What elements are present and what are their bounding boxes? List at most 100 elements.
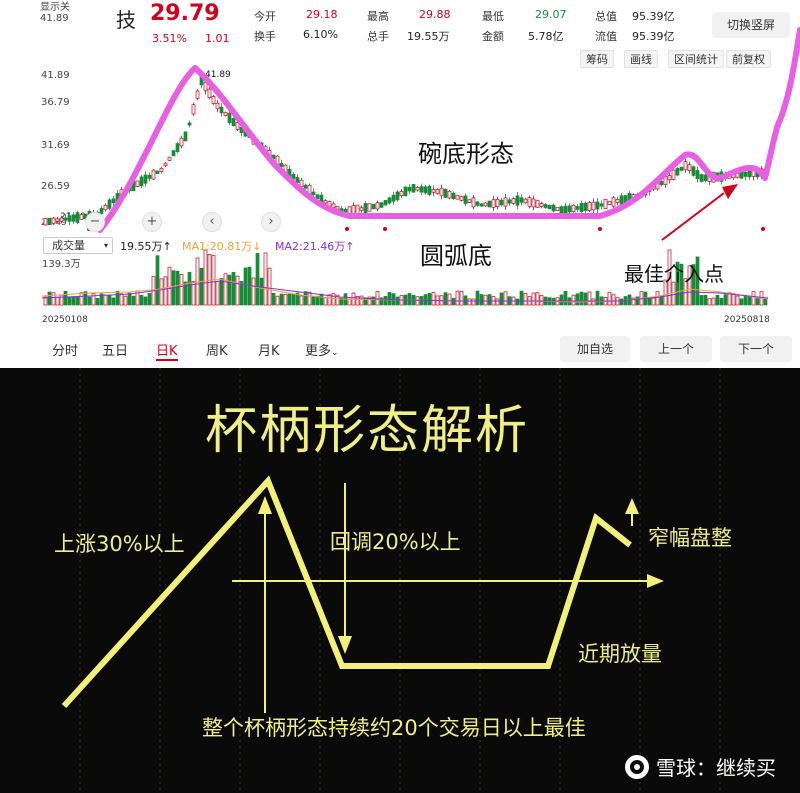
- duration-label: 整个杯柄形态持续约20个交易日以上最佳: [202, 716, 586, 740]
- tab-more[interactable]: 更多⌄: [305, 340, 339, 359]
- volume-bar: [111, 297, 116, 306]
- volume-bar: [219, 277, 224, 306]
- candle-body: [683, 161, 688, 171]
- candle-body: [399, 191, 404, 197]
- candle-body: [539, 203, 544, 207]
- candle-body: [551, 204, 556, 212]
- next-stock-button[interactable]: 下一个: [720, 336, 792, 362]
- volume-bar: [155, 255, 160, 306]
- stat-float-cap-label: 流值: [595, 30, 617, 43]
- volume-bar: [203, 249, 208, 306]
- volume-bar: [295, 292, 300, 306]
- volume-bar: [479, 294, 484, 306]
- range-stats-button[interactable]: 区间统计: [668, 50, 724, 68]
- plus-icon[interactable]: +: [142, 212, 162, 232]
- candle-body: [511, 198, 516, 204]
- candle-body: [519, 197, 524, 203]
- minus-icon[interactable]: −: [85, 212, 105, 232]
- candle-body: [579, 202, 584, 213]
- stat-low-value: 29.07: [535, 8, 567, 21]
- candle-body: [371, 203, 376, 210]
- candle-body: [427, 185, 432, 195]
- volume-bar: [51, 292, 56, 306]
- candle-body: [395, 191, 400, 201]
- prev-stock-button[interactable]: 上一个: [640, 336, 712, 362]
- volume-bar: [347, 298, 352, 306]
- volume-bar: [251, 277, 256, 306]
- tab-daily-k[interactable]: 日K: [156, 340, 178, 361]
- stat-volume-label: 总手: [367, 30, 389, 43]
- indicator-select[interactable]: 成交量 ▾: [43, 237, 113, 254]
- candle-body: [523, 198, 528, 204]
- candle-body: [447, 190, 452, 199]
- change-percent: 3.51%: [152, 32, 187, 45]
- candle-body: [667, 175, 672, 181]
- volume-bar: [355, 296, 360, 306]
- candle-body: [559, 206, 564, 214]
- volume-bar: [455, 290, 460, 306]
- volume-bar: [587, 291, 592, 306]
- pullback-label: 回调20%以上: [330, 530, 461, 554]
- price-tick-4: 26.59: [41, 181, 70, 192]
- candle-body: [43, 218, 48, 226]
- kline-chart[interactable]: [0, 0, 800, 368]
- volume-bar: [279, 293, 284, 306]
- tab-intraday[interactable]: 分时: [52, 344, 79, 359]
- candle-body: [483, 202, 488, 207]
- switch-portrait-button[interactable]: 切换竖屏: [712, 12, 790, 38]
- entry-annotation: 最佳介入点: [624, 262, 724, 286]
- volume-bar: [655, 291, 660, 306]
- volume-bar: [471, 298, 476, 306]
- volume-bar: [123, 295, 128, 306]
- candle-body: [671, 169, 676, 180]
- volume-bar: [147, 293, 152, 306]
- candle-body: [303, 184, 308, 189]
- candle-body: [491, 199, 496, 208]
- volume-bar: [667, 249, 672, 306]
- corner-price: 41.89: [40, 13, 69, 24]
- candle-body: [195, 90, 200, 99]
- chips-button[interactable]: 筹码: [580, 50, 614, 68]
- candle-body: [231, 118, 236, 126]
- volume-bar: [499, 292, 504, 306]
- volume-bar: [375, 291, 380, 306]
- add-watchlist-button[interactable]: 加自选: [560, 336, 630, 362]
- candle-body: [699, 174, 704, 182]
- volume-bar: [427, 293, 432, 306]
- candle-body: [143, 174, 148, 184]
- volume-bar: [127, 292, 132, 306]
- candle-body: [611, 197, 616, 207]
- bowl-highlight-curve: [97, 27, 800, 233]
- candle-body: [63, 217, 68, 221]
- chevron-right-icon[interactable]: ›: [261, 212, 281, 232]
- volume-bar: [235, 275, 240, 306]
- consolidation-label: 窄幅盘整: [648, 526, 732, 550]
- draw-line-button[interactable]: 画线: [624, 50, 658, 68]
- duration-arrow-head: [258, 496, 272, 514]
- candle-body: [175, 143, 180, 152]
- volume-bar: [467, 298, 472, 306]
- candle-body: [235, 122, 240, 130]
- tab-monthly-k[interactable]: 月K: [258, 344, 280, 359]
- candle-body: [567, 205, 572, 213]
- pullback-arrow-head: [338, 636, 352, 654]
- ma2-value: MA2:21.46万↑: [275, 240, 355, 253]
- candle-body: [747, 170, 752, 178]
- volume-bar: [267, 267, 272, 306]
- volume-bar: [515, 298, 520, 306]
- volume-bar: [339, 297, 344, 306]
- candle-body: [403, 186, 408, 197]
- candle-body: [227, 112, 232, 124]
- candle-body: [219, 106, 224, 114]
- tab-weekly-k[interactable]: 周K: [206, 344, 228, 359]
- price-tick-2: 36.79: [41, 97, 70, 108]
- candle-body: [531, 198, 536, 208]
- volume-bar: [459, 291, 464, 306]
- candle-body: [411, 184, 416, 193]
- tab-five-day[interactable]: 五日: [102, 344, 129, 359]
- chevron-left-icon[interactable]: ‹: [202, 212, 222, 232]
- volume-bar: [675, 261, 680, 306]
- forward-adjust-button[interactable]: 前复权: [726, 50, 771, 68]
- candle-body: [587, 202, 592, 211]
- candle-body: [75, 212, 80, 223]
